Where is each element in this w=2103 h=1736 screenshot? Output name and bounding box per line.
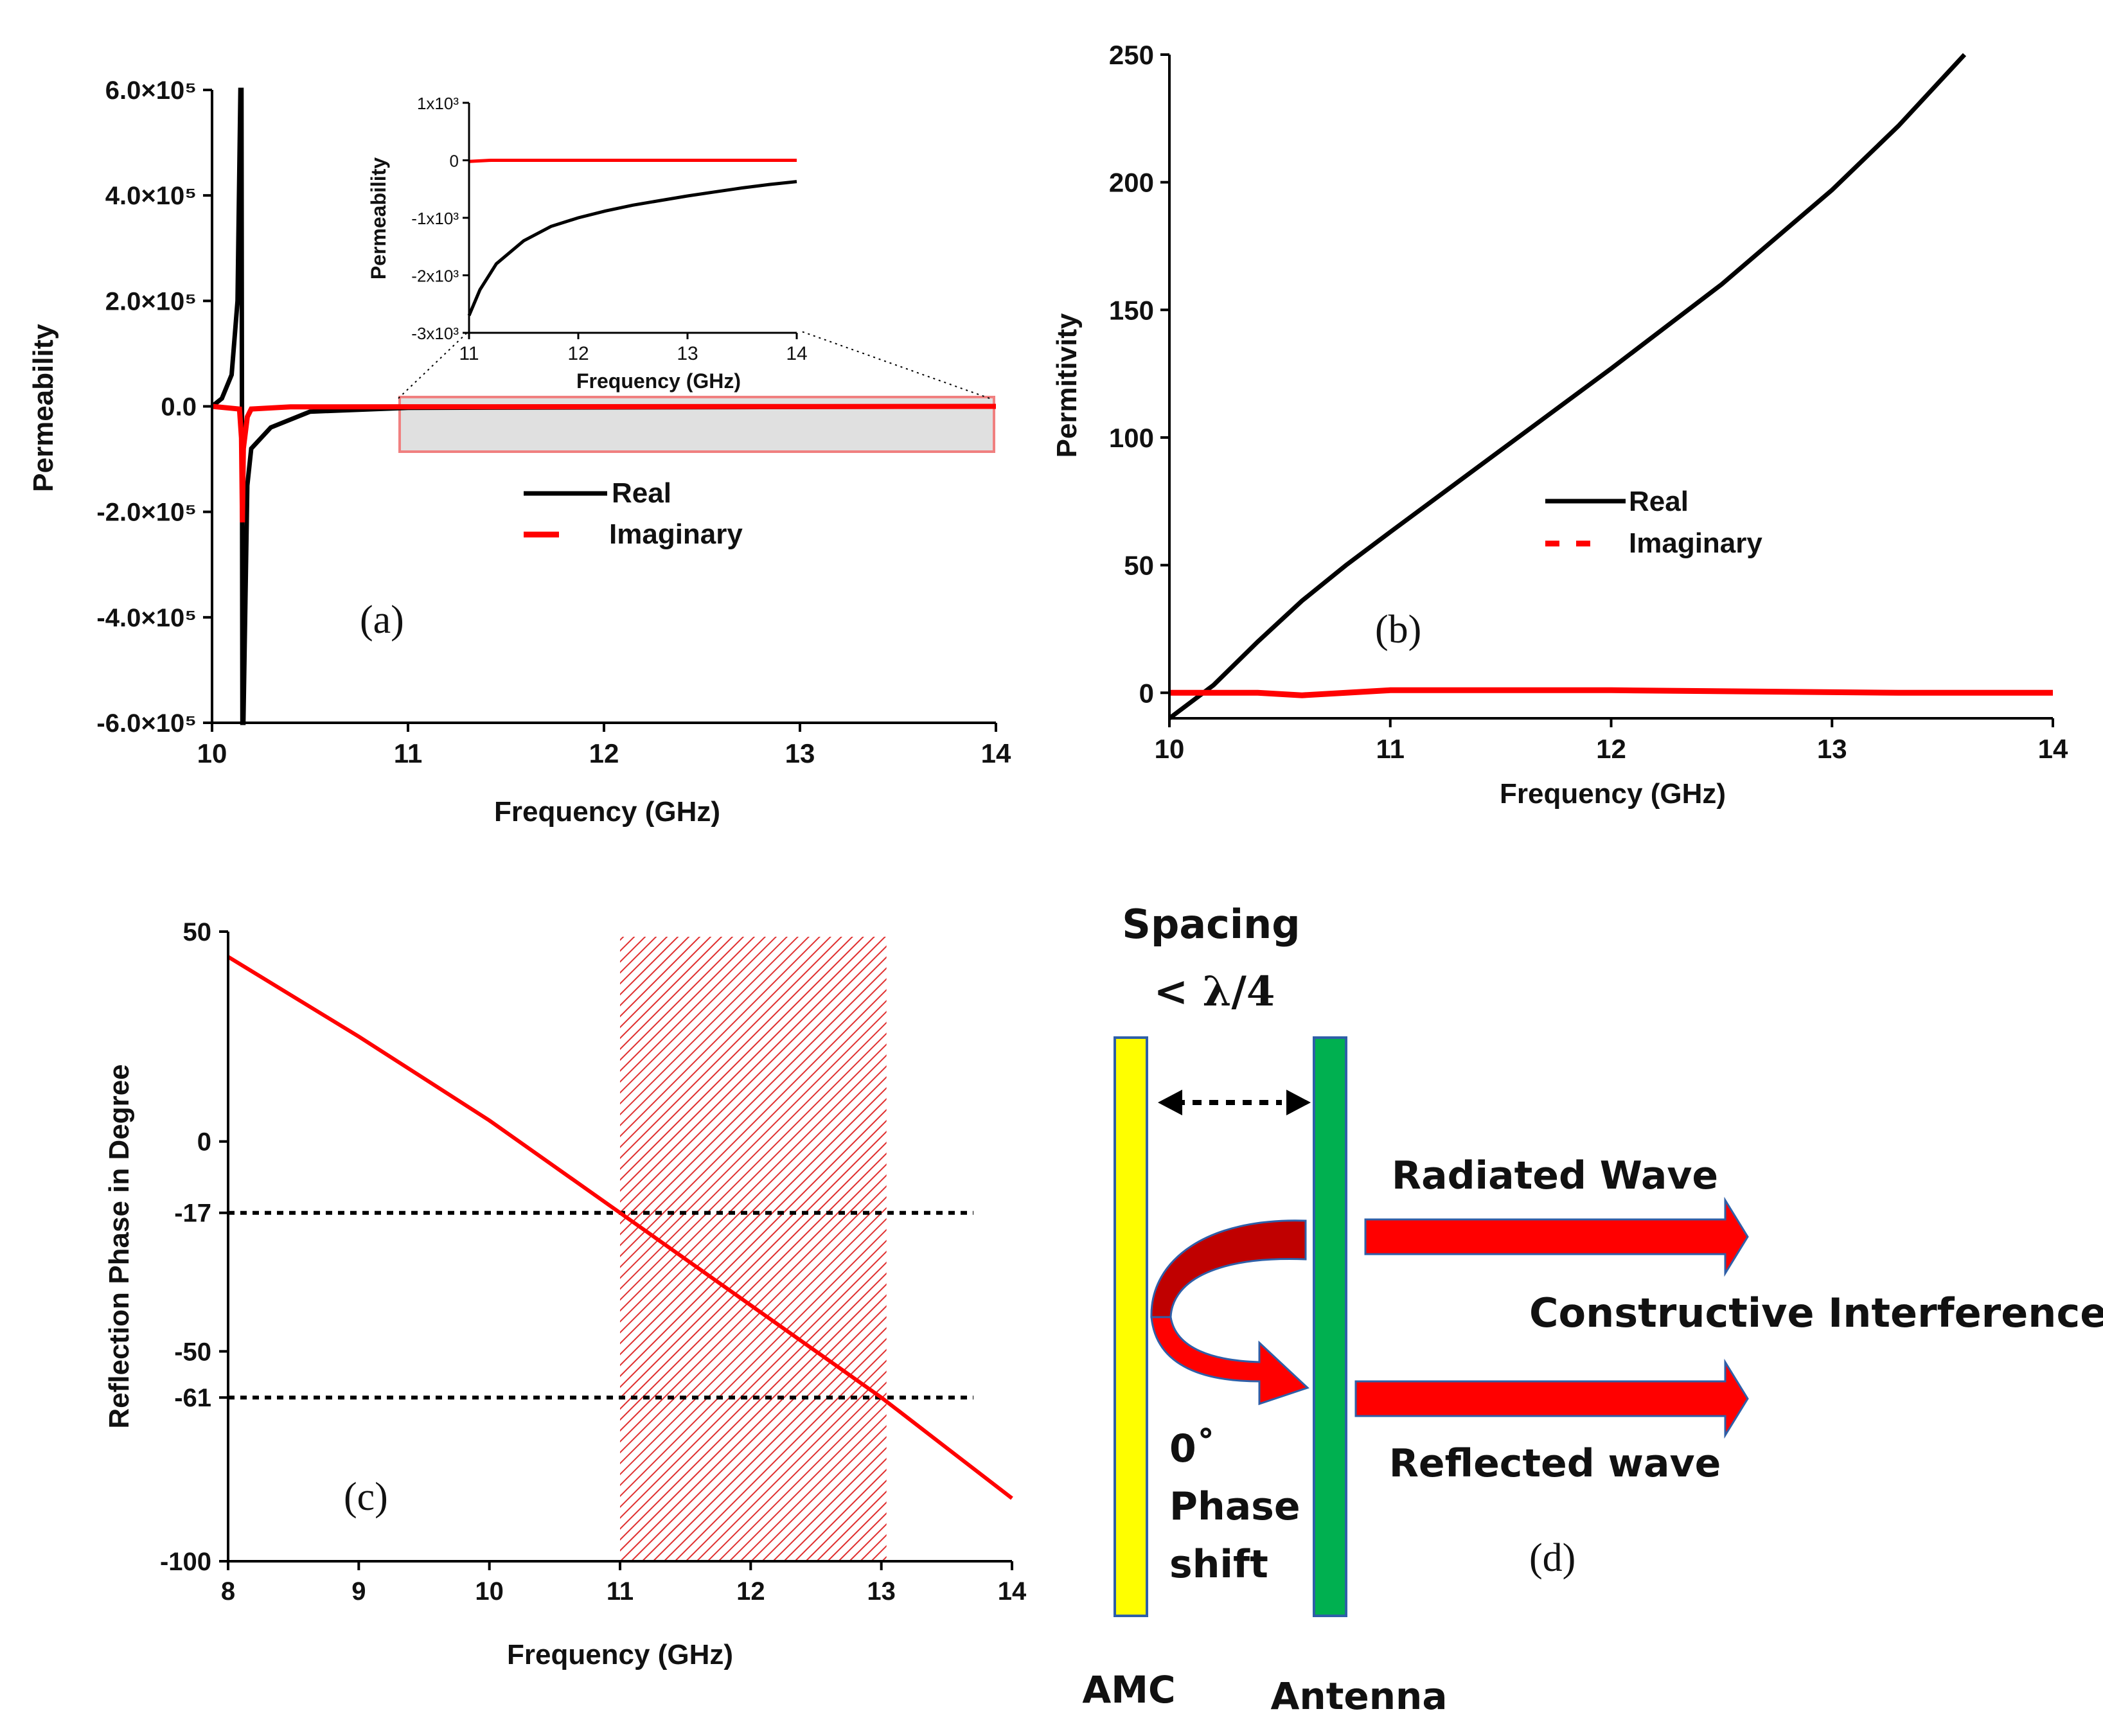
radiated-wave-arrow [1364,1196,1749,1277]
a-ylabel: Permeability [28,324,59,492]
a-xtick-label: 11 [394,738,422,768]
a-ytick-label: -6.0×10⁵ [96,709,197,738]
inset-ytick-label: 1x10³ [417,94,459,113]
b-ytick-label: 250 [1109,40,1154,70]
c-ylabel: Reflection Phase in Degree [103,1064,135,1428]
chart-b: 10 11 12 13 14 250 200 150 100 50 0 Frequency (GHz… [1051,40,2068,810]
c-xtick-label: 11 [607,1577,634,1606]
b-panel-label: (b) [1375,608,1421,651]
inset-xlabel: Frequency (GHz) [576,369,741,393]
c-ytick-label: -100 [160,1548,211,1576]
radiated-wave-label: Radiated Wave [1392,1153,1718,1198]
a-ytick-label: 0.0 [161,393,197,421]
a-ytick-label: -4.0×10⁵ [96,604,197,632]
a-panel-label: (a) [360,598,404,642]
c-ytick-label: -50 [174,1338,211,1366]
phase-word-label: Phase [1169,1484,1300,1529]
b-xtick-label: 12 [1596,734,1626,764]
shift-word-label: shift [1169,1542,1268,1587]
b-series-real [1167,53,1967,720]
a-xtick-label: 13 [785,738,815,768]
antenna-plate [1313,1036,1347,1617]
b-legend-real: Real [1629,486,1689,517]
a-legend-real: Real [612,477,671,509]
c-xtick-label: 14 [998,1577,1027,1606]
d-panel-label: (d) [1529,1536,1575,1580]
amc-label: AMC [1082,1668,1175,1712]
b-ytick-label: 200 [1109,168,1154,198]
b-series-imaginary [1169,687,2053,698]
b-xlabel: Frequency (GHz) [1500,778,1726,810]
a-xtick-label: 14 [981,738,1011,768]
c-panel-label: (c) [344,1475,388,1519]
inset-xtick-label: 14 [786,343,807,364]
c-xlabel: Frequency (GHz) [507,1639,733,1670]
a-xtick-label: 12 [589,738,619,768]
c-xtick-label: 8 [221,1577,235,1606]
b-ytick-label: 0 [1139,678,1154,708]
inset-xtick-label: 13 [677,343,698,364]
c-ytick-label: -17 [174,1200,211,1228]
reflection-curve-arrow [1150,1219,1309,1406]
inset-xtick-label: 12 [567,343,589,364]
c-ytick-label: 0 [197,1128,211,1156]
chart-a: 10 11 12 13 14 6.0×10⁵ 4.0×10⁵ 2.0×10⁵ 0.0 -2.0×1… [28,76,1011,828]
reflected-wave-arrow [1354,1358,1749,1439]
c-xtick-label: 9 [351,1577,366,1606]
b-ytick-label: 150 [1109,295,1154,325]
b-xtick-label: 10 [1155,734,1185,764]
c-ytick-label: 50 [183,918,212,946]
c-highlight-band [620,937,887,1561]
a-series-imaginary [211,403,997,523]
b-xtick-label: 13 [1817,734,1847,764]
a-ytick-label: 2.0×10⁵ [105,287,197,315]
constructive-interference-label: Constructive Interference [1529,1289,2103,1336]
phase-degree-label: 0˚ [1169,1426,1216,1471]
c-xtick-label: 12 [736,1577,765,1606]
a-ytick-label: 6.0×10⁵ [105,76,197,105]
inset-ytick-label: -1x10³ [411,209,459,228]
c-xtick-label: 13 [867,1577,896,1606]
c-series-phase [227,955,1013,1500]
b-xtick-label: 14 [2038,734,2068,764]
b-ytick-label: 50 [1124,551,1154,581]
b-legend-imag: Imaginary [1629,527,1762,559]
inset-ytick-label: -3x10³ [411,324,459,343]
chart-c: 8 9 10 11 12 13 14 50 0 -17 -50 -61 -100 Frequency (… [103,918,1027,1670]
inset-series-imaginary [468,159,797,163]
a-xlabel: Frequency (GHz) [494,796,720,828]
c-xtick-label: 10 [475,1577,504,1606]
spacing-arrow [1158,1090,1311,1115]
amc-plate [1114,1036,1148,1617]
reflected-wave-label: Reflected wave [1389,1441,1721,1486]
inset-series-real [467,180,797,317]
spacing-label: Spacing [1122,901,1300,948]
spacing-lambda-label: < λ/4 [1154,968,1275,1016]
b-ytick-label: 100 [1109,423,1154,453]
antenna-label: Antenna [1271,1674,1448,1718]
b-ylabel: Permitivity [1051,313,1083,458]
diagram-d: Spacing < λ/4 Radiated Wave Constructive… [1082,901,2103,1718]
c-ytick-label: -61 [174,1384,211,1412]
b-xtick-label: 11 [1376,734,1405,764]
a-legend-imag: Imaginary [609,518,743,550]
inset-xtick-label: 11 [459,343,479,364]
inset-ylabel: Permeability [367,157,390,280]
a-xtick-label: 10 [197,738,227,768]
a-ytick-label: 4.0×10⁵ [105,182,197,210]
inset-ytick-label: -2x10³ [411,267,459,286]
inset-ytick-label: 0 [450,152,459,171]
a-ytick-label: -2.0×10⁵ [96,499,197,527]
